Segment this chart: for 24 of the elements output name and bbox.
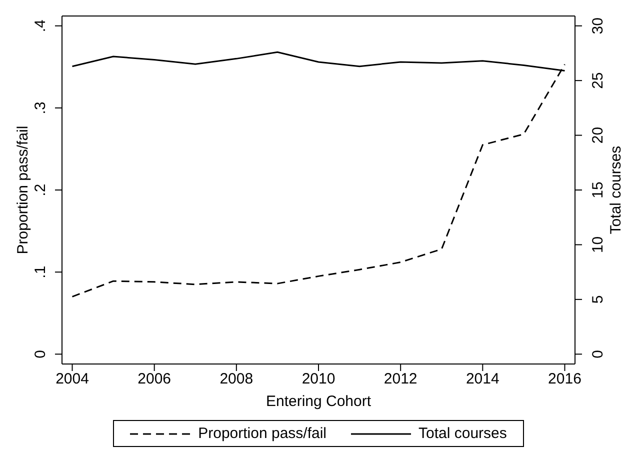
y2-tick-label: 15 — [589, 182, 606, 198]
x-tick-label: 2014 — [466, 370, 500, 388]
y-tick-label: .3 — [32, 102, 49, 114]
y-tick-label: .4 — [32, 20, 49, 32]
x-tick-label: 2008 — [220, 370, 254, 388]
x-tick-label: 2012 — [384, 370, 418, 388]
y2-tick-label: 0 — [589, 350, 606, 358]
x-tick-label: 2016 — [548, 370, 582, 388]
y2-tick-label: 20 — [589, 126, 606, 144]
x-tick-label: 2006 — [138, 370, 172, 388]
y2-axis-title: Total courses — [607, 146, 624, 234]
y2-tick-label: 10 — [589, 236, 606, 254]
y2-tick-label: 30 — [589, 18, 606, 34]
y-tick-label: 0 — [32, 350, 49, 358]
legend-label: Total courses — [418, 425, 507, 442]
x-tick-label: 2004 — [56, 370, 89, 388]
x-axis-title: Entering Cohort — [266, 393, 372, 410]
legend-label: Proportion pass/fail — [198, 425, 327, 442]
y2-tick-label: 5 — [589, 295, 606, 304]
y2-tick-label: 25 — [589, 72, 606, 89]
y-tick-label: .2 — [32, 184, 49, 196]
y-axis-title: Proportion pass/fail — [14, 126, 32, 254]
y-tick-label: .1 — [32, 266, 49, 278]
x-tick-label: 2010 — [302, 370, 336, 388]
